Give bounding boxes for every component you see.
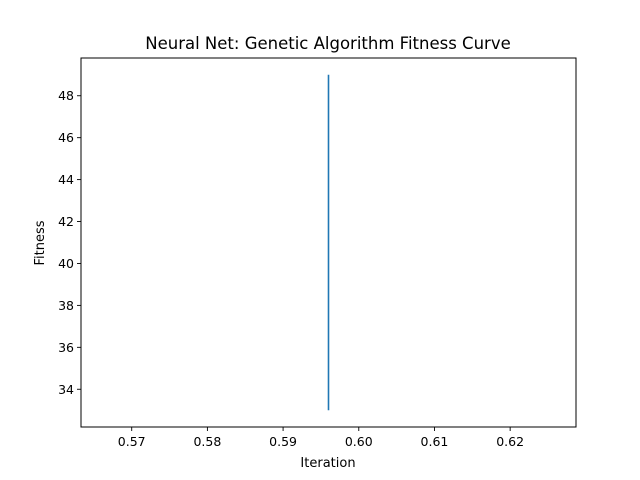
y-tick-label: 42 (58, 214, 74, 229)
y-tick-label: 34 (58, 382, 74, 397)
x-axis-ticks: 0.57 0.58 0.59 0.60 0.61 0.62 (118, 427, 524, 449)
y-tick-label: 36 (58, 340, 74, 355)
x-tick-label: 0.60 (345, 434, 373, 449)
x-tick-label: 0.57 (118, 434, 146, 449)
y-tick-label: 38 (58, 298, 74, 313)
x-tick-label: 0.58 (193, 434, 221, 449)
x-tick-label: 0.62 (496, 434, 524, 449)
x-tick-label: 0.61 (421, 434, 449, 449)
chart-title: Neural Net: Genetic Algorithm Fitness Cu… (145, 34, 510, 53)
x-axis-label: Iteration (300, 456, 355, 471)
y-axis-label: Fitness (33, 220, 48, 265)
y-tick-label: 46 (58, 130, 74, 145)
y-tick-label: 44 (58, 172, 74, 187)
y-axis-ticks: 34 36 38 40 42 44 46 48 (58, 88, 81, 397)
x-tick-label: 0.59 (269, 434, 297, 449)
y-tick-label: 48 (58, 88, 74, 103)
y-tick-label: 40 (58, 256, 74, 271)
axes-frame (80, 57, 577, 428)
plot-area (80, 57, 577, 428)
